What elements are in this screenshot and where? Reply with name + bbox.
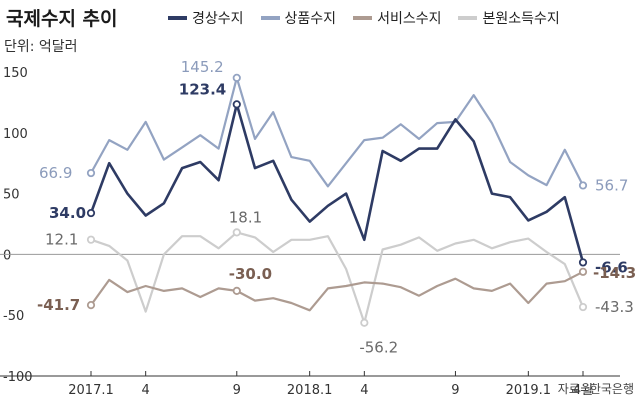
unit-label: 단위: 억달러 <box>4 39 78 55</box>
x-tick-label: 4월 <box>573 383 593 398</box>
data-label: 18.1 <box>229 208 262 226</box>
x-tick-label: 2019.1 <box>506 383 552 398</box>
y-tick-label: 0 <box>3 248 11 263</box>
series-line <box>90 76 584 188</box>
legend-label: 서비스수지 <box>377 11 442 27</box>
x-tick-label: 9 <box>233 383 241 398</box>
data-label: 66.9 <box>39 164 72 182</box>
data-point-marker <box>86 301 96 310</box>
series-line <box>89 103 585 263</box>
legend-item: 본원소득수지 <box>458 8 560 28</box>
data-point-marker <box>578 302 588 312</box>
data-label: -56.2 <box>359 339 398 357</box>
legend-label: 경상수지 <box>192 11 244 27</box>
legend-item: 경상수지 <box>168 8 244 28</box>
legend: 경상수지 상품수지 서비스수지 본원소득수지 <box>168 8 560 28</box>
data-point-marker <box>578 258 588 267</box>
data-point-marker <box>232 100 241 109</box>
legend-swatch <box>458 16 478 20</box>
data-label: -14.3 <box>593 264 636 282</box>
y-tick-label: -100 <box>3 370 33 385</box>
legend-swatch <box>260 16 280 20</box>
chart-title: 국제수지 추이 <box>6 8 118 30</box>
legend-swatch <box>168 16 187 20</box>
x-tick-label: 9 <box>451 383 459 398</box>
x-tick-label: 2018.1 <box>287 383 333 398</box>
legend-label: 상품수지 <box>284 11 337 27</box>
y-tick-label: 50 <box>3 188 20 203</box>
legend-item: 서비스수지 <box>353 8 441 28</box>
data-label: -41.7 <box>37 296 80 314</box>
data-point-marker <box>578 181 588 190</box>
y-tick-label: -50 <box>3 309 24 324</box>
data-point-marker <box>86 235 96 244</box>
data-point-marker <box>86 208 96 218</box>
data-label: 145.2 <box>181 58 224 76</box>
series-line <box>90 270 584 312</box>
data-point-marker <box>232 286 241 295</box>
data-label: 12.1 <box>45 231 78 249</box>
y-tick-label: 100 <box>3 127 28 142</box>
legend-item: 상품수지 <box>260 8 337 28</box>
data-label: -6.6 <box>595 258 628 276</box>
data-point-marker <box>86 168 96 178</box>
y-tick-label: 150 <box>3 66 28 81</box>
data-label: 34.0 <box>49 204 86 222</box>
legend-label: 본원소득수지 <box>482 11 560 27</box>
legend-swatch <box>353 16 373 20</box>
data-label: 56.7 <box>595 176 628 194</box>
x-tick-label: 4 <box>360 383 368 398</box>
data-point-marker <box>578 267 588 276</box>
series-line <box>90 231 585 324</box>
data-point-marker <box>360 318 369 327</box>
x-tick-label: 4 <box>142 383 150 398</box>
x-tick-label: 2017.1 <box>68 383 114 398</box>
data-label: -43.3 <box>595 298 634 316</box>
data-label: 123.4 <box>179 80 226 98</box>
source-note: 자료=한국은행 <box>557 382 634 396</box>
data-label: -30.0 <box>229 265 272 283</box>
data-point-marker <box>232 228 241 237</box>
data-point-marker <box>232 73 241 82</box>
